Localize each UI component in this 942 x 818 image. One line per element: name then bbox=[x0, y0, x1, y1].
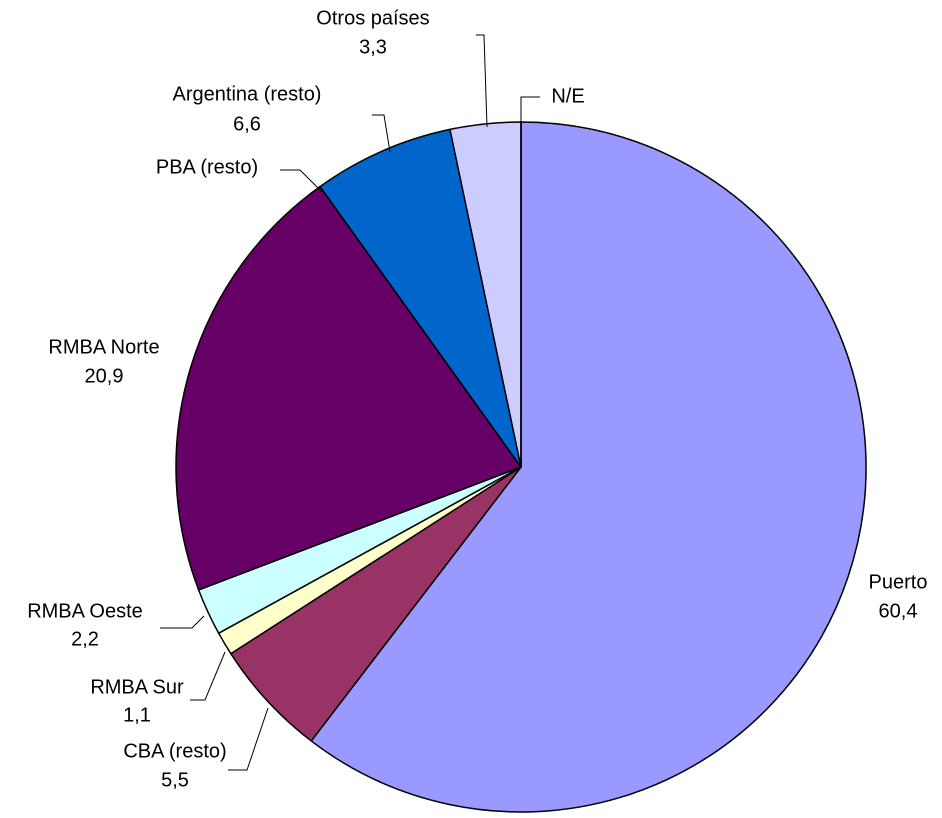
leader-line bbox=[476, 34, 488, 128]
value-label: 3,3 bbox=[359, 36, 387, 58]
leader-line bbox=[372, 114, 391, 153]
slice-label: CBA (resto) bbox=[123, 740, 226, 762]
slice-label: N/E bbox=[551, 85, 584, 107]
value-label: 60,4 bbox=[879, 600, 918, 622]
value-label: 20,9 bbox=[85, 365, 124, 387]
slice-label: RMBA Sur bbox=[90, 676, 184, 698]
leader-line bbox=[160, 615, 205, 629]
pie-slice bbox=[175, 185, 523, 591]
leader-line bbox=[280, 169, 323, 193]
leader-line bbox=[190, 651, 226, 701]
value-label: 6,6 bbox=[233, 113, 261, 135]
slice-label: PBA (resto) bbox=[156, 156, 258, 178]
slice-label: Argentina (resto) bbox=[173, 83, 322, 105]
value-label: 1,1 bbox=[123, 704, 151, 726]
value-label: 2,2 bbox=[71, 628, 99, 650]
leader-line bbox=[228, 707, 269, 771]
value-label: 5,5 bbox=[161, 769, 189, 791]
slice-label: Puerto bbox=[869, 571, 928, 593]
pie-slice bbox=[310, 121, 867, 813]
pie-slice bbox=[318, 128, 522, 468]
leader-line bbox=[520, 96, 540, 122]
slice-label: RMBA Norte bbox=[48, 336, 159, 358]
slice-label: RMBA Oeste bbox=[27, 600, 143, 622]
slice-label: Otros países bbox=[316, 7, 429, 29]
